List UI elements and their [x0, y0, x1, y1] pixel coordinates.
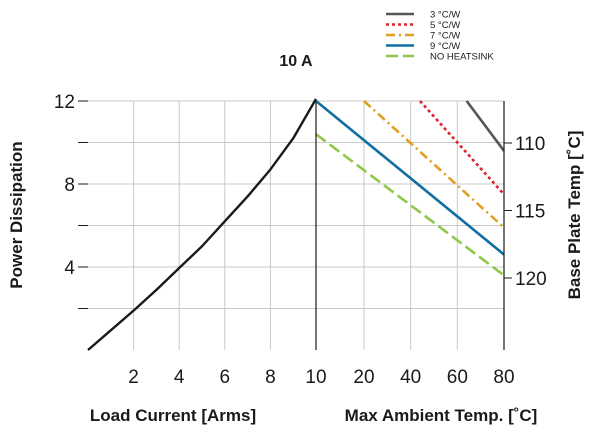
left-x-tick-label: 4 — [174, 367, 185, 388]
legend-entry: 7 °C/W — [430, 31, 460, 42]
right-y-axis-title: Base Plate Temp [˚C] — [565, 131, 584, 300]
right-x-tick-label: 80 — [493, 367, 514, 388]
legend-entry: 9 °C/W — [430, 41, 460, 52]
series-line-5-c-w — [419, 100, 505, 196]
right-x-axis-title: Max Ambient Temp. [˚C] — [345, 406, 538, 425]
series-line-3-c-w — [465, 100, 506, 152]
left-x-tick-label: 10 — [305, 367, 326, 388]
left-x-tick-label: 2 — [128, 367, 139, 388]
right-y-tick-label: 115 — [515, 202, 545, 223]
left-y-tick-label: 4 — [64, 258, 75, 279]
left-y-axis-title: Power Dissipation — [7, 141, 26, 288]
left-x-tick-label: 6 — [220, 367, 231, 388]
legend-entry: 5 °C/W — [430, 20, 460, 31]
series-layer — [87, 98, 506, 351]
legend: 3 °C/W5 °C/W7 °C/W9 °C/WNO HEATSINK — [386, 10, 494, 63]
right-y-tick-label: 110 — [515, 134, 545, 155]
axis-layer: 4 8 12 2 4 6 8 10 20 40 60 80 110 115 120 — [54, 92, 547, 388]
legend-entry: 3 °C/W — [430, 10, 460, 21]
series-line-7-c-w — [363, 100, 505, 229]
grid — [88, 100, 505, 350]
right-x-tick-label: 40 — [400, 367, 421, 388]
left-y-tick-label: 8 — [64, 175, 75, 196]
left-y-tick-label: 12 — [54, 92, 75, 113]
left-x-axis-title: Load Current [Arms] — [90, 406, 256, 425]
series-line-power — [87, 98, 318, 351]
series-line-9-c-w — [315, 99, 505, 256]
series-line-no-heatsink — [315, 133, 505, 277]
left-x-tick-label: 8 — [265, 367, 276, 388]
chart-title: 10 A — [279, 53, 313, 70]
right-x-tick-label: 20 — [353, 367, 374, 388]
right-y-tick-label: 120 — [515, 269, 547, 290]
right-x-tick-label: 60 — [447, 367, 468, 388]
legend-entry: NO HEATSINK — [430, 52, 494, 63]
